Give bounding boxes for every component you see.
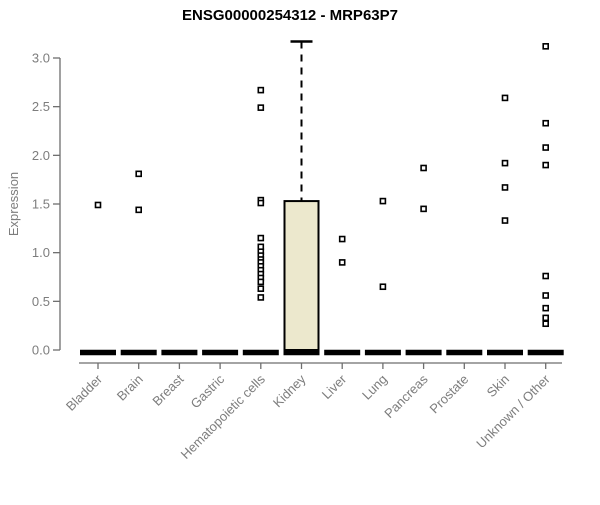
plot-layer: 0.0 0.5 1.0 1.5 2.0 2.5 3.0 Bladder Brain Breast G… [32, 40, 564, 462]
y-tick-label: 0.5 [32, 294, 50, 309]
outlier-point [420, 164, 427, 172]
x-category-label: Pancreas [381, 371, 431, 421]
flat-zero-box [324, 349, 361, 356]
flat-zero-box [202, 349, 239, 356]
outlier-point [542, 43, 550, 50]
y-tick-label: 2.5 [32, 99, 50, 114]
x-category-label: Kidney [270, 371, 309, 410]
x-category-label: Gastric [188, 371, 228, 411]
outlier-point [542, 314, 550, 322]
flat-zero-box [80, 349, 116, 356]
outlier-point [542, 161, 550, 169]
x-category-label: Lung [359, 372, 390, 403]
flat-zero-box [364, 349, 401, 356]
x-category-label: Brain [114, 372, 146, 404]
outlier-point [94, 201, 102, 209]
outlier-point [542, 292, 550, 299]
x-category-label: Prostate [427, 372, 472, 417]
flat-zero-box [120, 349, 157, 356]
flat-zero-box [405, 349, 442, 356]
flat-zero-box [527, 349, 564, 356]
outlier-point [257, 86, 265, 94]
outlier-point [379, 283, 387, 291]
outlier-point [501, 94, 509, 102]
y-tick-label: 1.5 [32, 197, 50, 212]
flat-zero-box [161, 349, 198, 356]
x-category-label: Unknown / Other [473, 371, 553, 451]
box-body [283, 200, 320, 351]
outlier-point [257, 234, 265, 242]
outlier-point [257, 294, 265, 301]
y-tick-label: 3.0 [32, 51, 50, 66]
outlier-point [257, 285, 265, 292]
flat-zero-box [242, 349, 279, 356]
outlier-point [257, 104, 265, 111]
outlier-point [257, 278, 265, 286]
x-category-label: Breast [149, 371, 186, 408]
y-tick-label: 1.0 [32, 245, 50, 260]
outlier-point [420, 205, 427, 213]
outlier-point [338, 259, 346, 266]
x-category-label: Bladder [63, 371, 106, 414]
outlier-point [135, 206, 142, 214]
y-axis-title: Expression [6, 172, 21, 236]
flat-zero-box [487, 349, 523, 356]
outlier-point [542, 304, 550, 312]
y-tick-label: 0.0 [32, 343, 50, 358]
outlier-point [542, 119, 550, 127]
flat-zero-box [446, 349, 483, 356]
chart-title: ENSG00000254312 - MRP63P7 [182, 7, 398, 24]
x-category-label: Liver [319, 371, 350, 402]
outlier-point [135, 170, 142, 178]
outlier-point [501, 184, 509, 191]
outlier-point [338, 235, 346, 243]
x-category-label: Skin [484, 372, 512, 400]
outlier-point [257, 199, 265, 207]
median-bar [283, 349, 320, 356]
outlier-point [501, 159, 509, 167]
outlier-point [379, 197, 387, 205]
outlier-point [542, 272, 550, 280]
outlier-point [542, 320, 550, 328]
outlier-point [542, 144, 550, 151]
outlier-point [501, 217, 509, 224]
y-tick-label: 2.0 [32, 148, 50, 163]
